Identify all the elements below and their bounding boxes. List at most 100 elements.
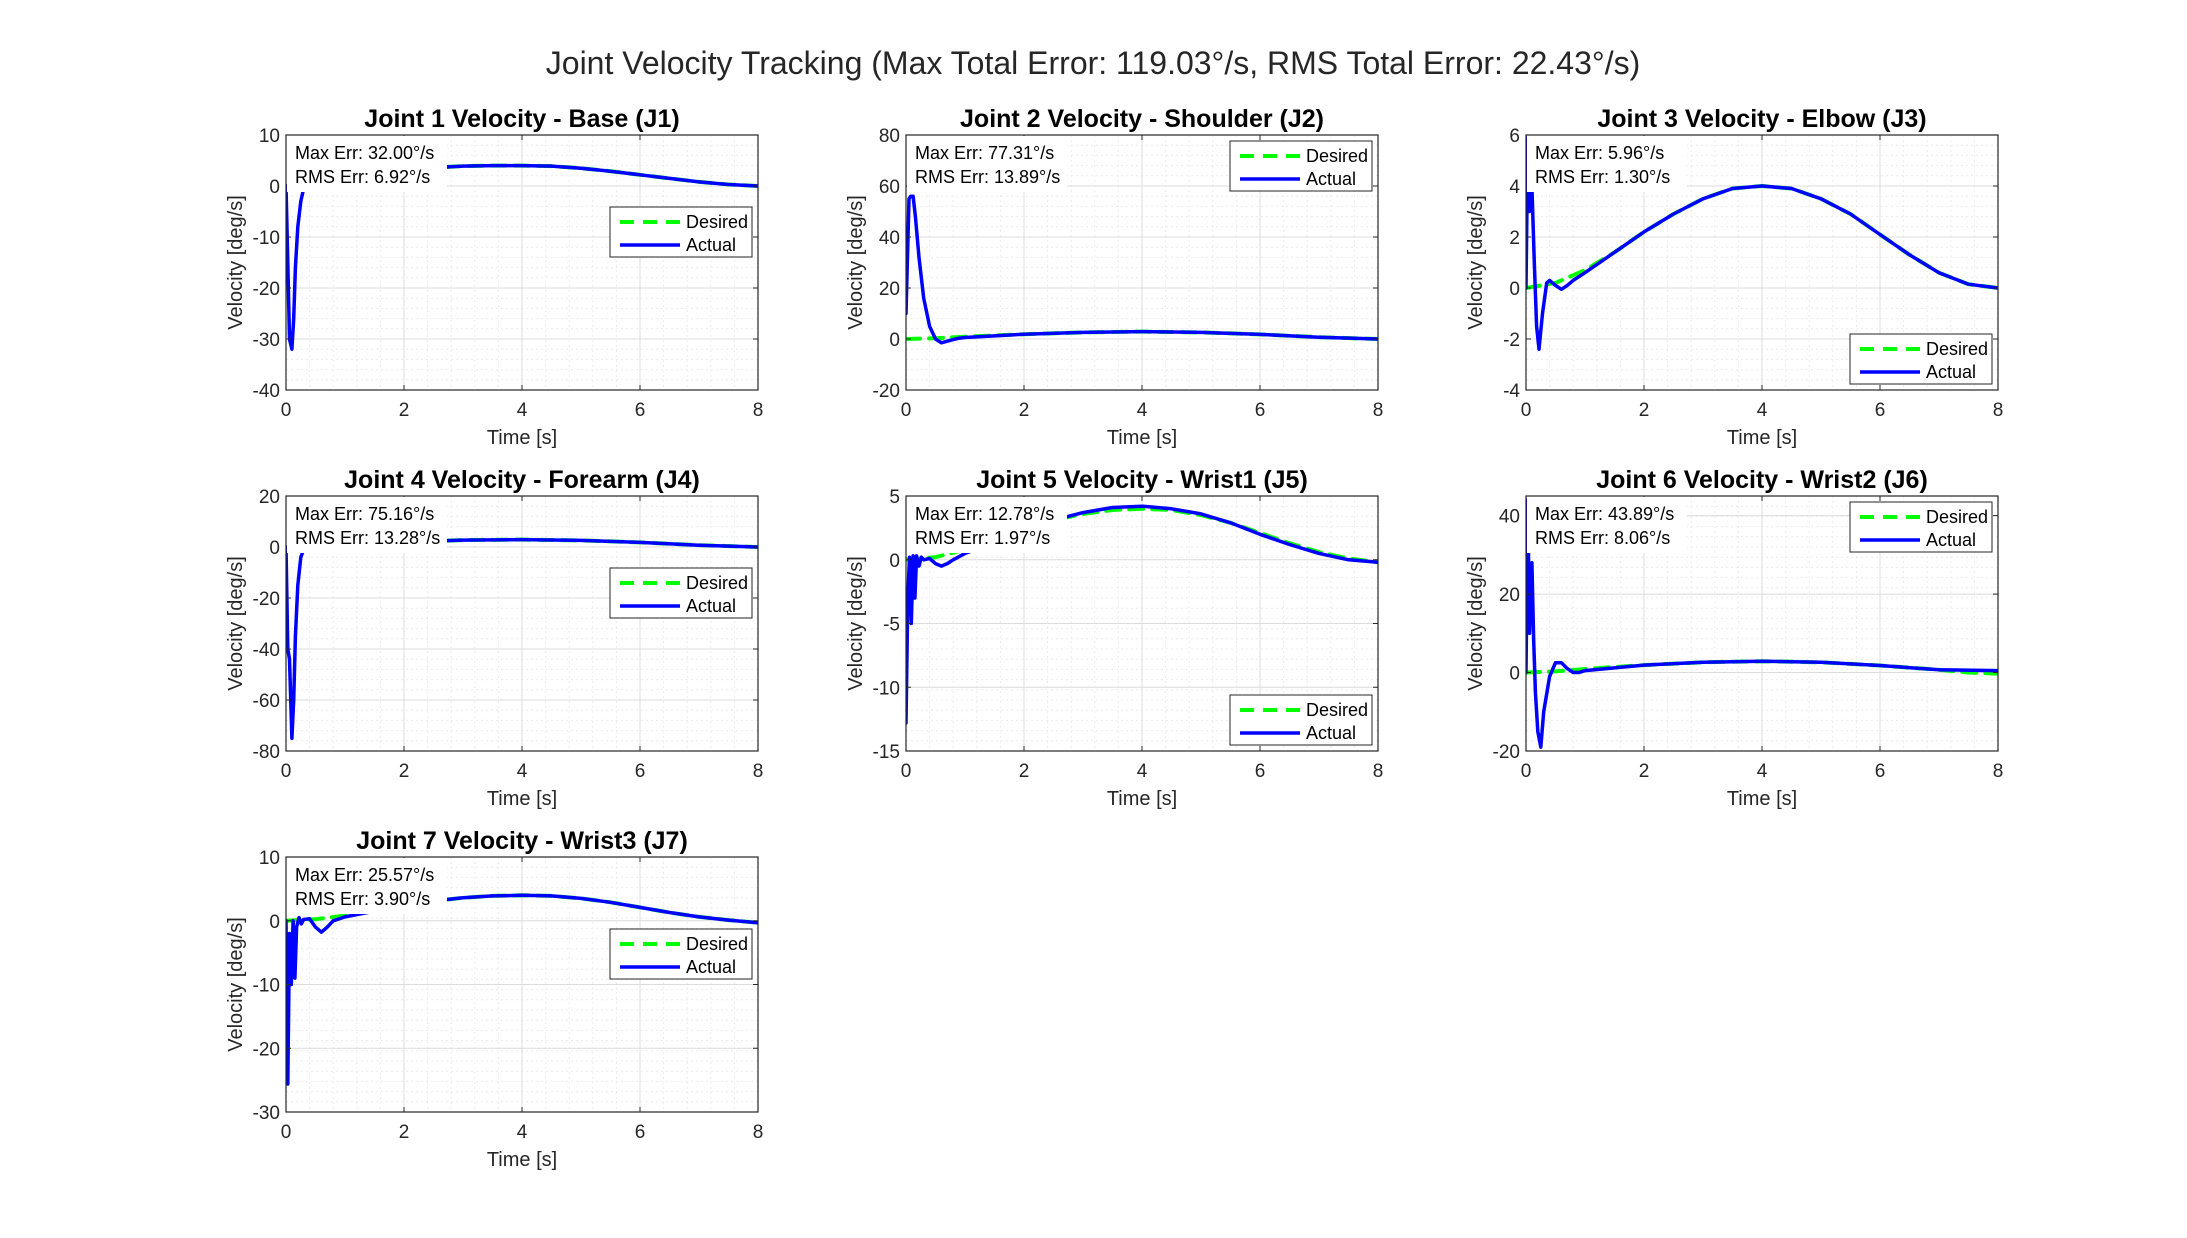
legend-label: Actual <box>1306 169 1356 189</box>
x-tick-label: 2 <box>399 761 410 782</box>
y-tick-label: -40 <box>253 381 280 402</box>
y-tick-label: 6 <box>1509 126 1520 147</box>
legend-label: Desired <box>1306 146 1368 166</box>
y-tick-label: -4 <box>1503 381 1520 402</box>
error-annotation: Max Err: 75.16°/s RMS Err: 13.28°/s <box>287 497 447 553</box>
subplot-title: Joint 7 Velocity - Wrist3 (J7) <box>356 827 688 855</box>
legend-box <box>609 206 753 258</box>
x-tick-label: 2 <box>1639 761 1650 782</box>
legend-label: Actual <box>1926 362 1976 382</box>
y-tick-label: -5 <box>883 615 900 636</box>
legend-label: Actual <box>686 235 736 255</box>
x-tick-label: 8 <box>753 400 764 421</box>
x-tick-label: 6 <box>635 1122 646 1143</box>
x-tick-label: 4 <box>517 761 528 782</box>
subplot-title: Joint 4 Velocity - Forearm (J4) <box>344 466 700 494</box>
x-tick-label: 8 <box>1373 761 1384 782</box>
rms-error-text: RMS Err: 1.30°/s <box>1535 167 1670 187</box>
subplot-1: 0 2 4 6 8 -40 -30 -20 -10 0 10 Joint 1 Velocity - B… <box>225 105 763 449</box>
subplot-5: 0 2 4 6 8 -15 -10 -5 0 5 Joint 5 Velocity - Wrist1… <box>845 466 1383 810</box>
actual-line <box>286 893 758 1086</box>
y-tick-label: 80 <box>879 126 900 147</box>
legend-box <box>1849 501 1993 553</box>
subplot-4: 0 2 4 6 8 -80 -60 -40 -20 0 20 Joint 4 Velocity - F… <box>225 466 763 810</box>
y-tick-label: -60 <box>253 691 280 712</box>
max-error-text: Max Err: 77.31°/s <box>915 143 1054 163</box>
max-error-text: Max Err: 12.78°/s <box>915 504 1054 524</box>
y-tick-label: -10 <box>253 228 280 249</box>
legend: Desired Actual <box>1229 694 1373 746</box>
error-annotation: Max Err: 5.96°/s RMS Err: 1.30°/s <box>1527 136 1687 192</box>
y-tick-label: 0 <box>1509 279 1520 300</box>
y-axis-label: Velocity [deg/s] <box>225 195 247 330</box>
y-tick-label: -20 <box>1493 742 1520 763</box>
y-tick-label: 40 <box>1499 507 1520 528</box>
x-tick-label: 0 <box>1521 400 1532 421</box>
y-axis-label: Velocity [deg/s] <box>225 917 247 1052</box>
y-tick-label: 20 <box>259 487 280 508</box>
y-tick-label: 20 <box>1499 585 1520 606</box>
y-tick-label: 0 <box>269 538 280 559</box>
y-tick-label: -10 <box>873 678 900 699</box>
x-axis-label: Time [s] <box>487 427 557 449</box>
legend: Desired Actual <box>609 206 753 258</box>
x-tick-label: 2 <box>1019 761 1030 782</box>
x-tick-label: 4 <box>517 1122 528 1143</box>
y-tick-label: 0 <box>269 912 280 933</box>
error-annotation: Max Err: 12.78°/s RMS Err: 1.97°/s <box>907 497 1067 553</box>
actual-line <box>906 504 1378 725</box>
max-error-text: Max Err: 25.57°/s <box>295 865 434 885</box>
y-tick-label: -20 <box>253 589 280 610</box>
x-tick-label: 6 <box>1255 400 1266 421</box>
legend-label: Desired <box>1926 507 1988 527</box>
x-axis-label: Time [s] <box>1727 788 1797 810</box>
x-tick-label: 2 <box>399 1122 410 1143</box>
legend-label: Desired <box>686 573 748 593</box>
y-axis-label: Velocity [deg/s] <box>1465 556 1487 691</box>
x-tick-label: 4 <box>517 400 528 421</box>
subplot-title: Joint 5 Velocity - Wrist1 (J5) <box>976 466 1308 494</box>
x-tick-label: 2 <box>399 400 410 421</box>
error-annotation: Max Err: 77.31°/s RMS Err: 13.89°/s <box>907 136 1067 192</box>
legend-label: Desired <box>686 212 748 232</box>
x-tick-label: 0 <box>281 1122 292 1143</box>
annotation-background <box>287 136 447 192</box>
legend-label: Actual <box>1306 723 1356 743</box>
legend-label: Desired <box>1306 700 1368 720</box>
rms-error-text: RMS Err: 1.97°/s <box>915 528 1050 548</box>
y-tick-label: 40 <box>879 228 900 249</box>
series-group <box>1526 498 1998 749</box>
legend-box <box>1229 140 1373 192</box>
y-tick-label: 4 <box>1509 177 1520 198</box>
legend: Desired Actual <box>1849 501 1993 553</box>
y-tick-label: -80 <box>253 742 280 763</box>
max-error-text: Max Err: 5.96°/s <box>1535 143 1664 163</box>
subplot-3: 0 2 4 6 8 -4 -2 0 2 4 6 Joint 3 Velocity - Elbow (J… <box>1465 105 2003 449</box>
rms-error-text: RMS Err: 3.90°/s <box>295 889 430 909</box>
y-tick-label: 20 <box>879 279 900 300</box>
x-axis-label: Time [s] <box>1107 788 1177 810</box>
x-axis-label: Time [s] <box>487 788 557 810</box>
subplot-title: Joint 3 Velocity - Elbow (J3) <box>1597 105 1926 133</box>
rms-error-text: RMS Err: 6.92°/s <box>295 167 430 187</box>
y-tick-label: -20 <box>253 279 280 300</box>
annotation-background <box>907 136 1067 192</box>
legend-label: Actual <box>686 596 736 616</box>
actual-line <box>906 194 1378 345</box>
y-axis-label: Velocity [deg/s] <box>845 556 867 691</box>
legend: Desired Actual <box>609 928 753 980</box>
x-tick-label: 6 <box>1875 761 1886 782</box>
actual-line <box>1526 498 1998 749</box>
subplot-title: Joint 6 Velocity - Wrist2 (J6) <box>1596 466 1928 494</box>
rms-error-text: RMS Err: 13.89°/s <box>915 167 1060 187</box>
legend-label: Actual <box>1926 530 1976 550</box>
y-tick-label: -30 <box>253 1103 280 1124</box>
annotation-background <box>1527 497 1687 553</box>
y-tick-label: -20 <box>873 381 900 402</box>
legend-label: Desired <box>686 934 748 954</box>
actual-line <box>1526 135 1998 351</box>
x-tick-label: 6 <box>1255 761 1266 782</box>
annotation-background <box>1527 136 1687 192</box>
